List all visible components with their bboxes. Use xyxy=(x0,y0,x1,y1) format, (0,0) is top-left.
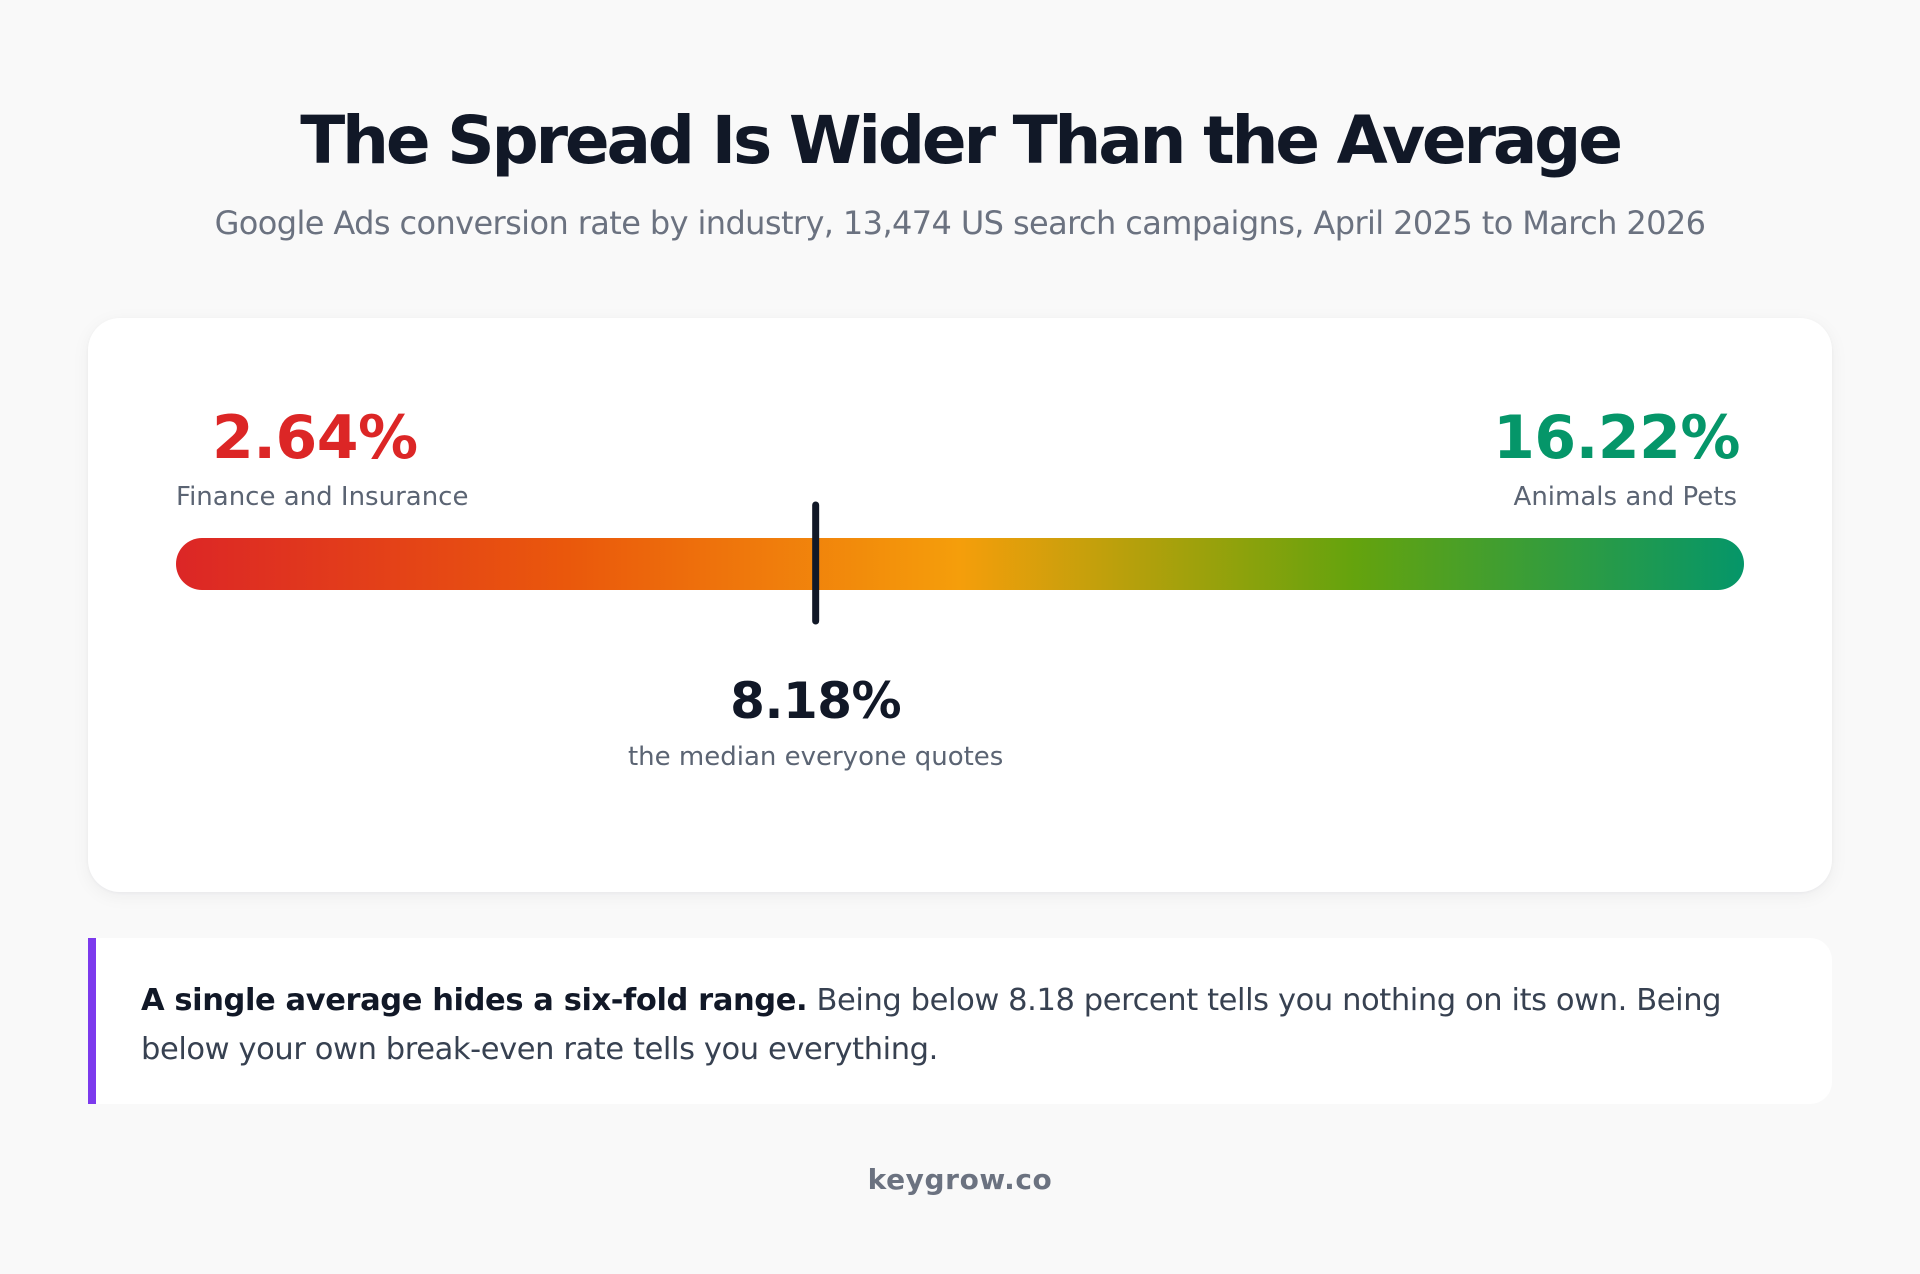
chart-subtitle: Google Ads conversion rate by industry, … xyxy=(214,204,1706,242)
chart-card xyxy=(88,318,1832,892)
max-industry-label: Animals and Pets xyxy=(1513,482,1737,512)
min-industry-label: Finance and Insurance xyxy=(176,482,469,512)
chart-title: The Spread Is Wider Than the Average xyxy=(300,102,1623,179)
max-value-label: 16.22% xyxy=(1493,403,1740,473)
insight-headline: A single average hides a six-fold range. xyxy=(141,983,808,1018)
median-value-label: 8.18% xyxy=(730,672,902,730)
insight-body: Being below 8.18 percent tells you nothi… xyxy=(141,983,1722,1067)
insight-callout: A single average hides a six-fold range.… xyxy=(88,938,1832,1104)
median-caption: the median everyone quotes xyxy=(627,742,1004,772)
brand-footer: keygrow.co xyxy=(867,1163,1053,1196)
min-value-label: 2.64% xyxy=(212,403,418,473)
